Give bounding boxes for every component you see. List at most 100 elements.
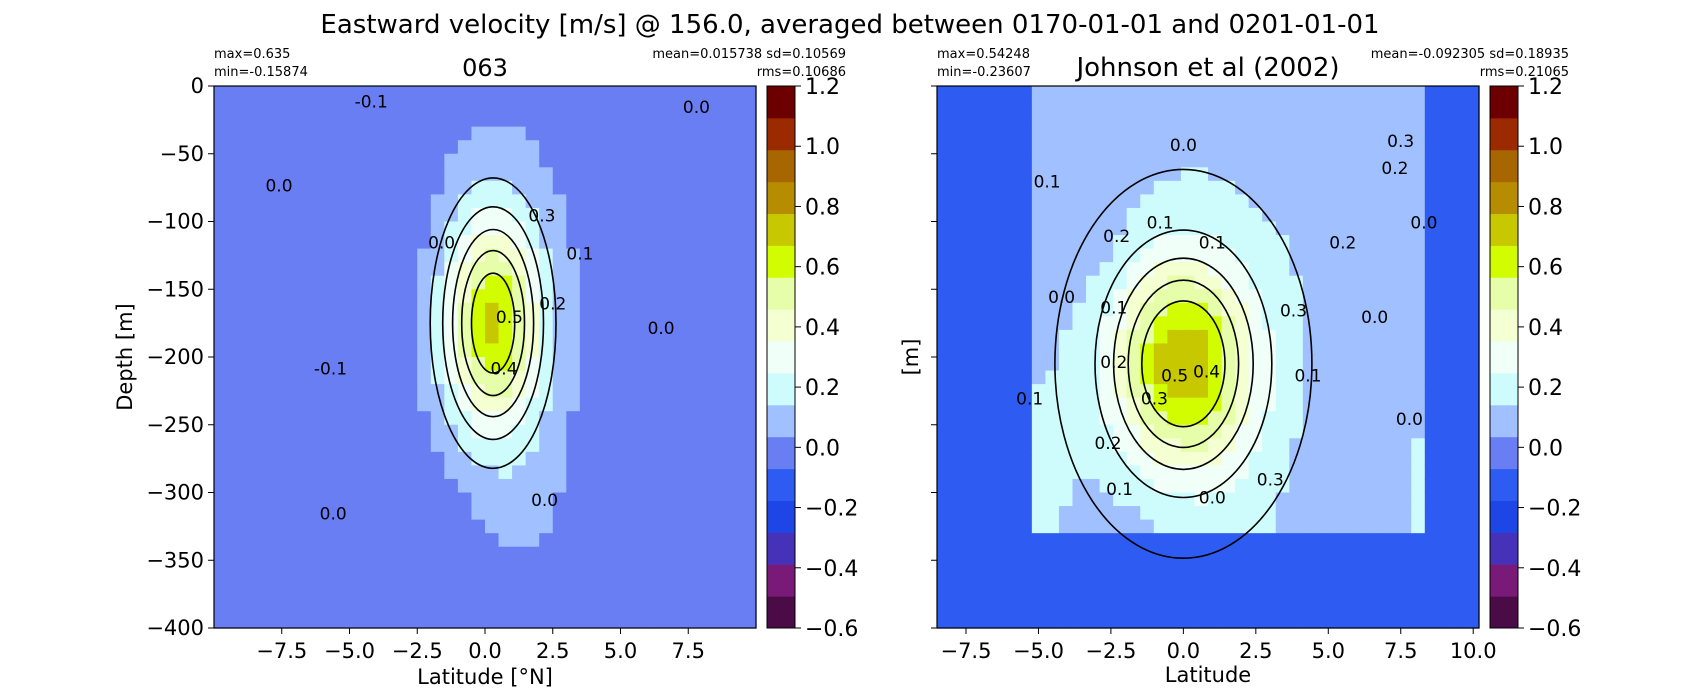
colorbar-segment bbox=[1490, 213, 1518, 246]
field-cell bbox=[485, 506, 500, 521]
field-cell bbox=[471, 411, 486, 426]
field-cell bbox=[620, 533, 635, 548]
field-cell bbox=[376, 180, 391, 195]
field-cell bbox=[349, 86, 364, 101]
field-cell bbox=[1113, 587, 1128, 602]
field-cell bbox=[498, 492, 513, 507]
colorbar-segment bbox=[1490, 596, 1518, 629]
field-cell bbox=[977, 600, 992, 616]
field-cell bbox=[1221, 167, 1236, 182]
field-cell bbox=[254, 451, 269, 466]
field-cell bbox=[1465, 600, 1480, 616]
field-cell bbox=[701, 506, 716, 521]
field-cell bbox=[701, 478, 716, 494]
field-cell bbox=[579, 262, 594, 277]
field-cell bbox=[634, 262, 649, 277]
field-cell bbox=[308, 140, 323, 155]
field-cell bbox=[1248, 113, 1263, 128]
field-cell bbox=[1370, 86, 1385, 101]
field-cell bbox=[322, 126, 337, 141]
field-cell bbox=[471, 289, 486, 304]
field-cell bbox=[1384, 614, 1399, 629]
field-cell bbox=[1045, 587, 1060, 602]
field-cell bbox=[268, 235, 283, 250]
field-cell bbox=[363, 153, 378, 168]
field-cell bbox=[254, 221, 269, 236]
field-cell bbox=[1235, 587, 1250, 602]
field-cell bbox=[485, 140, 500, 155]
field-cell bbox=[1086, 478, 1101, 494]
field-cell bbox=[552, 370, 567, 385]
field-cell bbox=[674, 546, 689, 561]
field-cell bbox=[376, 113, 391, 128]
field-cell bbox=[688, 614, 703, 629]
field-cell bbox=[295, 194, 310, 209]
field-cell bbox=[1235, 194, 1250, 209]
field-cell bbox=[1343, 99, 1358, 114]
field-cell bbox=[1384, 357, 1399, 372]
field-cell bbox=[268, 289, 283, 304]
field-cell bbox=[1397, 316, 1412, 331]
field-cell bbox=[322, 289, 337, 304]
field-cell bbox=[620, 600, 635, 616]
field-cell bbox=[417, 424, 432, 439]
field-cell bbox=[1275, 397, 1290, 412]
field-cell bbox=[1397, 424, 1412, 439]
field-cell bbox=[268, 397, 283, 412]
x-tick-label: 2.5 bbox=[1239, 639, 1272, 663]
field-cell bbox=[1343, 573, 1358, 588]
field-cell bbox=[1411, 113, 1426, 128]
field-cell bbox=[281, 140, 296, 155]
field-cell bbox=[728, 167, 744, 182]
field-cell bbox=[322, 167, 337, 182]
field-cell bbox=[977, 533, 992, 548]
colorbar-segment bbox=[1490, 181, 1518, 215]
field-cell bbox=[1411, 248, 1426, 263]
field-cell bbox=[1086, 370, 1101, 385]
field-cell bbox=[1031, 343, 1046, 358]
field-cell bbox=[308, 207, 323, 223]
y-tick-label: −100 bbox=[146, 210, 204, 234]
field-cell bbox=[991, 600, 1006, 616]
field-cell bbox=[742, 546, 757, 561]
field-cell bbox=[512, 113, 527, 128]
field-cell bbox=[1113, 560, 1128, 575]
field-cell bbox=[403, 262, 418, 277]
field-cell bbox=[977, 221, 992, 236]
field-cell bbox=[977, 126, 992, 141]
field-cell bbox=[1058, 465, 1074, 480]
field-cell bbox=[349, 221, 364, 236]
field-cell bbox=[254, 519, 269, 534]
field-cell bbox=[674, 167, 689, 182]
field-cell bbox=[322, 478, 337, 494]
field-cell bbox=[1126, 99, 1141, 114]
field-cell bbox=[444, 167, 459, 182]
field-cell bbox=[566, 519, 581, 534]
field-cell bbox=[281, 207, 296, 223]
field-cell bbox=[606, 587, 622, 602]
field-cell bbox=[977, 424, 992, 439]
field-cell bbox=[471, 248, 486, 263]
field-cell bbox=[1167, 86, 1182, 101]
field-cell bbox=[1370, 275, 1385, 290]
field-cell bbox=[1465, 86, 1480, 101]
field-cell bbox=[1113, 194, 1128, 209]
field-cell bbox=[1221, 600, 1236, 616]
field-cell bbox=[1072, 86, 1087, 101]
field-cell bbox=[1099, 113, 1114, 128]
field-cell bbox=[376, 126, 391, 141]
field-cell bbox=[1235, 465, 1250, 480]
colorbar-tick-label: 1.2 bbox=[805, 75, 840, 100]
field-cell bbox=[1275, 451, 1290, 466]
field-cell bbox=[457, 126, 473, 141]
field-cell bbox=[1086, 357, 1101, 372]
field-cell bbox=[1438, 492, 1453, 507]
field-cell bbox=[1329, 180, 1345, 195]
field-cell bbox=[1031, 614, 1046, 629]
field-cell bbox=[661, 221, 676, 236]
field-cell bbox=[403, 519, 418, 534]
field-cell bbox=[363, 519, 378, 534]
field-cell bbox=[593, 533, 608, 548]
field-cell bbox=[281, 302, 296, 317]
field-cell bbox=[349, 573, 364, 588]
